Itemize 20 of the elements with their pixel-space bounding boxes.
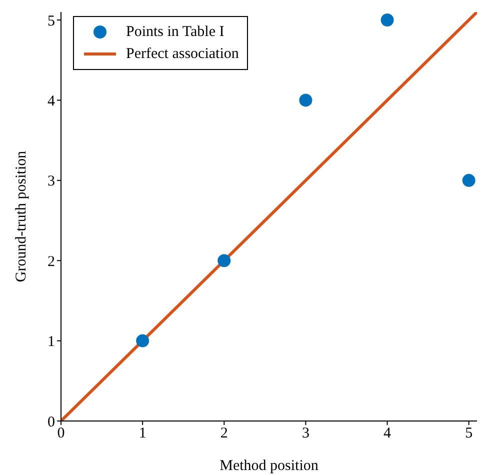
x-tick-label: 4 bbox=[384, 426, 392, 442]
legend-label: Points in Table I bbox=[126, 23, 224, 42]
point bbox=[136, 334, 150, 348]
point bbox=[218, 254, 231, 268]
x-tick-label: 1 bbox=[138, 426, 146, 442]
y-axis-title: Ground-truth position bbox=[13, 150, 30, 282]
y-tick-label: 2 bbox=[48, 254, 55, 270]
y-tick-label: 5 bbox=[48, 13, 55, 30]
x-tick-label: 3 bbox=[302, 426, 310, 442]
legend-label: Perfect association bbox=[126, 45, 239, 64]
point bbox=[462, 174, 476, 187]
x-axis-title: Method position bbox=[220, 458, 319, 474]
x-tick-label: 2 bbox=[220, 426, 228, 442]
x-tick-label: 5 bbox=[465, 426, 473, 442]
y-tick-label: 3 bbox=[48, 174, 55, 190]
y-tick-label: 4 bbox=[48, 94, 56, 110]
y-tick-label: 0 bbox=[48, 414, 55, 430]
point bbox=[380, 14, 394, 27]
y-tick-label: 1 bbox=[48, 334, 55, 350]
point bbox=[299, 94, 312, 107]
